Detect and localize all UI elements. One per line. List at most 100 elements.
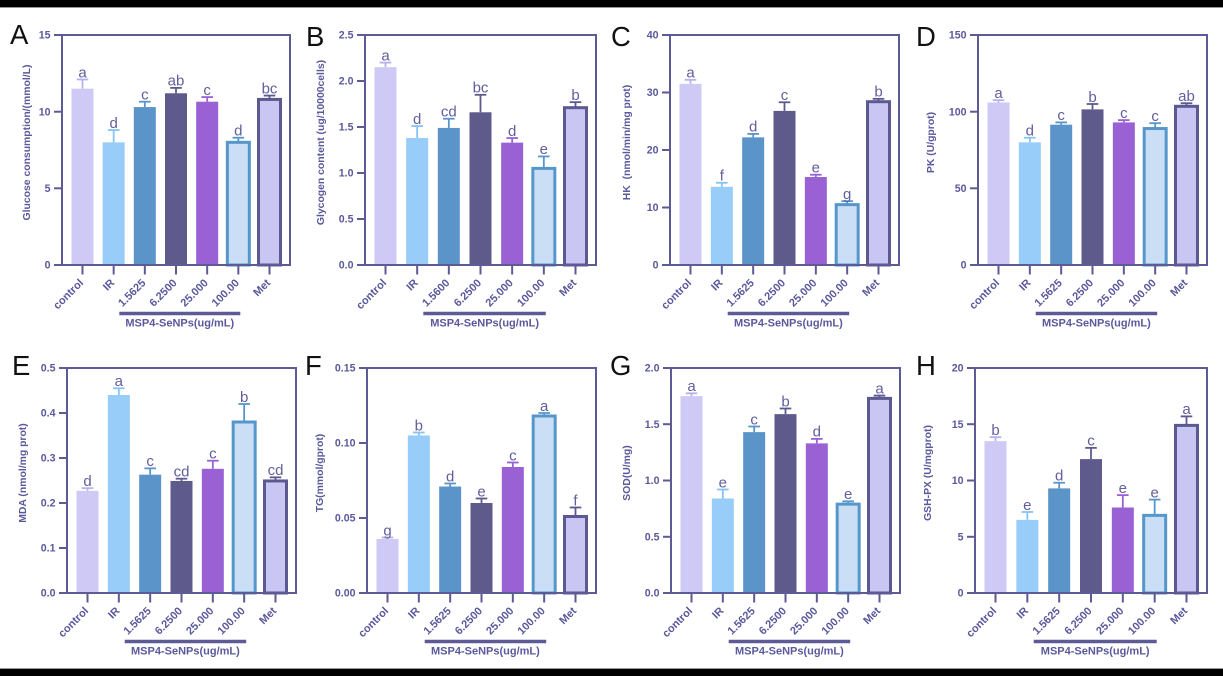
svg-text:1.5: 1.5 bbox=[645, 419, 660, 431]
svg-text:0.5: 0.5 bbox=[645, 532, 660, 544]
svg-text:b: b bbox=[781, 393, 789, 410]
svg-text:MDA (nmol/mg prot): MDA (nmol/mg prot) bbox=[18, 423, 29, 522]
svg-text:d: d bbox=[1055, 468, 1063, 485]
svg-text:b: b bbox=[874, 84, 882, 101]
svg-text:g: g bbox=[383, 522, 391, 539]
svg-text:D: D bbox=[916, 21, 936, 52]
svg-text:d: d bbox=[813, 424, 821, 441]
svg-text:H: H bbox=[916, 350, 936, 381]
svg-text:G: G bbox=[610, 350, 631, 381]
svg-text:10: 10 bbox=[952, 475, 964, 487]
svg-text:c: c bbox=[781, 87, 789, 104]
svg-text:B: B bbox=[306, 21, 324, 52]
svg-text:b: b bbox=[415, 417, 423, 434]
svg-text:e: e bbox=[812, 160, 820, 177]
svg-text:e: e bbox=[719, 474, 727, 491]
svg-text:c: c bbox=[209, 446, 217, 463]
svg-text:0: 0 bbox=[653, 260, 659, 272]
svg-text:c: c bbox=[1057, 107, 1065, 124]
svg-text:d: d bbox=[1026, 123, 1034, 140]
svg-text:ab: ab bbox=[1178, 88, 1195, 105]
svg-text:a: a bbox=[115, 373, 124, 390]
svg-text:c: c bbox=[141, 87, 149, 104]
svg-text:1.0: 1.0 bbox=[339, 168, 354, 180]
svg-text:0.0: 0.0 bbox=[645, 588, 660, 600]
svg-text:c: c bbox=[146, 453, 154, 470]
svg-text:0: 0 bbox=[45, 260, 51, 272]
svg-text:b: b bbox=[571, 87, 579, 104]
svg-text:a: a bbox=[686, 65, 695, 82]
svg-text:d: d bbox=[109, 115, 117, 132]
svg-text:0.00: 0.00 bbox=[335, 588, 356, 600]
svg-text:1.5: 1.5 bbox=[339, 122, 354, 134]
svg-text:C: C bbox=[611, 21, 631, 52]
svg-text:0.0: 0.0 bbox=[339, 260, 354, 272]
svg-text:a: a bbox=[994, 85, 1003, 102]
svg-text:d: d bbox=[749, 119, 757, 136]
svg-text:e: e bbox=[477, 483, 485, 500]
svg-text:TG(mmol/gprot): TG(mmol/gprot) bbox=[315, 434, 326, 513]
svg-text:a: a bbox=[687, 378, 696, 395]
svg-text:20: 20 bbox=[952, 363, 964, 375]
svg-text:c: c bbox=[509, 447, 517, 464]
svg-text:0.5: 0.5 bbox=[41, 363, 56, 375]
svg-text:MSP4-SeNPs(ug/mL): MSP4-SeNPs(ug/mL) bbox=[431, 646, 540, 658]
svg-text:f: f bbox=[720, 168, 725, 185]
svg-text:a: a bbox=[540, 398, 549, 415]
svg-text:MSP4-SeNPs(ug/mL): MSP4-SeNPs(ug/mL) bbox=[131, 646, 240, 658]
svg-text:e: e bbox=[1023, 497, 1031, 514]
svg-text:E: E bbox=[12, 350, 30, 381]
svg-text:Glycogen content (ug/10000cell: Glycogen content (ug/10000cells) bbox=[316, 60, 327, 225]
svg-text:d: d bbox=[234, 123, 242, 140]
svg-text:15: 15 bbox=[39, 30, 51, 42]
svg-text:HK (nmol/min/mg prot): HK (nmol/min/mg prot) bbox=[622, 85, 633, 200]
svg-text:40: 40 bbox=[647, 30, 659, 42]
svg-text:PK (U/gprot): PK (U/gprot) bbox=[926, 112, 937, 173]
svg-text:0.05: 0.05 bbox=[335, 513, 356, 525]
svg-text:a: a bbox=[381, 47, 390, 64]
svg-text:b: b bbox=[991, 422, 999, 439]
svg-text:F: F bbox=[305, 350, 322, 381]
svg-text:b: b bbox=[1088, 89, 1096, 106]
svg-text:cd: cd bbox=[441, 104, 457, 121]
svg-text:c: c bbox=[750, 411, 758, 428]
svg-text:A: A bbox=[10, 19, 29, 50]
svg-text:MSP4-SeNPs(ug/mL): MSP4-SeNPs(ug/mL) bbox=[125, 318, 234, 330]
svg-text:0: 0 bbox=[961, 260, 967, 272]
svg-text:10: 10 bbox=[647, 202, 659, 214]
svg-text:d: d bbox=[413, 111, 421, 128]
svg-text:e: e bbox=[540, 141, 548, 158]
svg-text:ab: ab bbox=[168, 73, 185, 90]
svg-text:cd: cd bbox=[174, 464, 190, 481]
svg-text:cd: cd bbox=[268, 462, 284, 479]
svg-text:e: e bbox=[1150, 484, 1158, 501]
svg-text:0.4: 0.4 bbox=[41, 408, 56, 420]
svg-text:2.0: 2.0 bbox=[339, 76, 354, 88]
svg-text:0.2: 0.2 bbox=[41, 498, 56, 510]
svg-text:MSP4-SeNPs(ug/mL): MSP4-SeNPs(ug/mL) bbox=[1042, 318, 1151, 330]
svg-text:2.5: 2.5 bbox=[339, 30, 354, 42]
svg-text:0.3: 0.3 bbox=[41, 453, 56, 465]
svg-text:MSP4-SeNPs(ug/mL): MSP4-SeNPs(ug/mL) bbox=[735, 646, 844, 658]
svg-text:c: c bbox=[1087, 433, 1095, 450]
svg-text:c: c bbox=[203, 82, 211, 99]
svg-text:bc: bc bbox=[262, 80, 278, 97]
svg-text:150: 150 bbox=[949, 30, 967, 42]
svg-text:GSH-PX (U/mgprot): GSH-PX (U/mgprot) bbox=[923, 425, 934, 521]
svg-text:10: 10 bbox=[39, 106, 51, 118]
svg-text:5: 5 bbox=[958, 532, 964, 544]
svg-text:c: c bbox=[1120, 105, 1128, 122]
svg-text:d: d bbox=[446, 468, 454, 485]
svg-text:d: d bbox=[83, 473, 91, 490]
svg-text:g: g bbox=[843, 186, 851, 203]
svg-text:0.0: 0.0 bbox=[41, 588, 56, 600]
svg-text:d: d bbox=[508, 123, 516, 140]
svg-text:bc: bc bbox=[473, 80, 489, 97]
svg-text:0.1: 0.1 bbox=[41, 543, 56, 555]
svg-text:Glucose consumption/(mmol/L): Glucose consumption/(mmol/L) bbox=[22, 65, 33, 221]
svg-text:c: c bbox=[1151, 108, 1159, 125]
svg-text:1.0: 1.0 bbox=[645, 475, 660, 487]
svg-text:a: a bbox=[1182, 401, 1191, 418]
svg-text:b: b bbox=[240, 389, 248, 406]
svg-text:20: 20 bbox=[647, 145, 659, 157]
